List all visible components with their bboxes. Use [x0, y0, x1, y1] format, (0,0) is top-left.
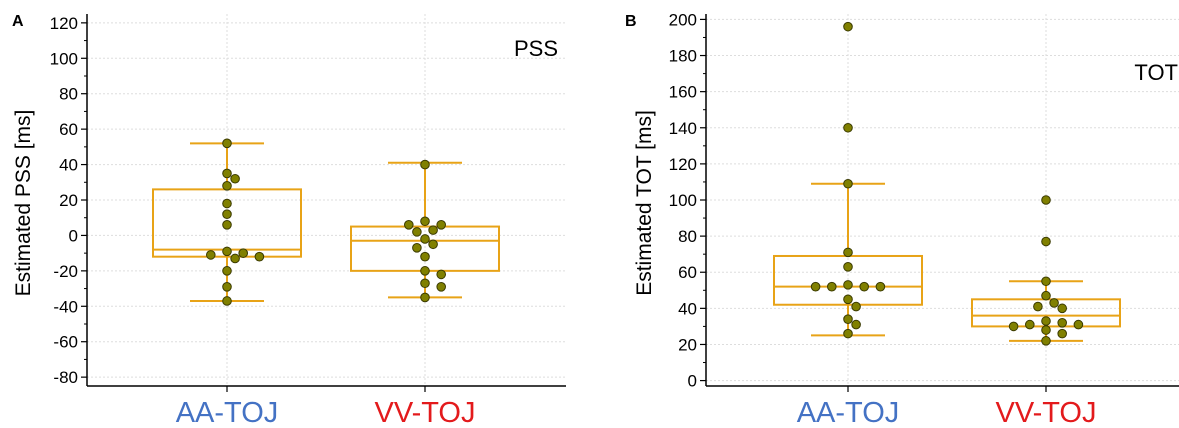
y-tick-label: -20	[53, 262, 78, 281]
y-tick-label: 80	[678, 227, 697, 246]
box-iqr	[350, 225, 500, 272]
data-point	[1025, 319, 1035, 330]
data-point	[222, 209, 232, 219]
data-point	[222, 282, 232, 292]
x-tick-label: VV-TOJ	[996, 397, 1097, 428]
data-point	[404, 220, 414, 230]
y-tick-label: 40	[678, 299, 697, 318]
data-point	[436, 282, 447, 292]
data-point	[222, 138, 232, 149]
data-point	[843, 328, 853, 339]
y-tick-label: 160	[669, 83, 697, 102]
data-point	[420, 292, 430, 303]
data-point	[420, 216, 430, 227]
data-point	[1041, 336, 1051, 346]
y-tick-label: -40	[53, 297, 78, 316]
y-tick-label: -60	[53, 333, 78, 352]
data-point	[1041, 325, 1051, 335]
data-point	[1057, 303, 1067, 314]
panel-label: A	[12, 13, 24, 30]
data-point	[222, 181, 232, 191]
data-point	[222, 246, 232, 257]
data-point	[851, 301, 861, 312]
data-point	[428, 239, 438, 250]
data-point	[810, 281, 821, 292]
y-tick-label: -80	[53, 368, 78, 387]
data-point	[1057, 328, 1067, 339]
data-point	[222, 168, 232, 179]
data-point	[412, 227, 422, 237]
panel-label: B	[625, 13, 637, 30]
data-point	[843, 262, 853, 272]
data-point	[843, 280, 853, 290]
data-point	[222, 266, 232, 276]
data-point	[1041, 290, 1051, 301]
y-tick-label: 100	[50, 49, 78, 68]
data-point	[238, 248, 248, 258]
y-tick-label: 0	[69, 226, 78, 245]
data-point	[1049, 298, 1059, 308]
data-point	[843, 247, 853, 258]
data-point	[420, 266, 430, 276]
data-point	[206, 250, 216, 260]
data-point	[436, 269, 447, 280]
data-point	[843, 21, 853, 32]
data-point	[428, 225, 438, 235]
y-tick-label: 120	[669, 155, 697, 174]
data-point	[827, 281, 837, 292]
data-point	[420, 251, 430, 262]
data-point	[420, 234, 430, 244]
data-point	[1041, 276, 1051, 287]
data-point	[1057, 317, 1067, 328]
data-point	[222, 220, 232, 230]
data-point	[1033, 301, 1043, 312]
data-point	[1073, 319, 1084, 330]
data-point	[412, 243, 422, 253]
data-point	[230, 173, 240, 184]
y-tick-label: 120	[50, 14, 78, 33]
y-tick-label: 80	[59, 85, 78, 104]
y-tick-label: 60	[678, 263, 697, 282]
data-point	[1008, 321, 1019, 332]
y-axis-label: Estimated PSS [ms]	[12, 110, 35, 297]
x-tick-label: AA-TOJ	[176, 397, 279, 428]
y-tick-label: 60	[59, 120, 78, 139]
y-tick-label: 40	[59, 156, 78, 175]
data-point	[254, 251, 265, 262]
data-point	[230, 253, 240, 264]
y-tick-label: 20	[59, 191, 78, 210]
data-point	[843, 122, 853, 133]
data-point	[843, 314, 853, 324]
data-point	[222, 198, 232, 209]
data-point	[843, 294, 853, 305]
y-tick-label: 200	[669, 10, 697, 29]
corner-label: TOT	[1134, 60, 1178, 85]
x-tick-label: VV-TOJ	[375, 397, 476, 428]
data-point	[1041, 195, 1051, 205]
data-point	[1041, 316, 1051, 326]
data-point	[843, 178, 853, 189]
data-point	[420, 159, 430, 170]
data-point	[859, 281, 870, 292]
y-tick-label: 140	[669, 119, 697, 138]
corner-label: PSS	[514, 36, 558, 61]
data-point	[420, 278, 430, 289]
x-tick-label: AA-TOJ	[797, 397, 900, 428]
y-tick-label: 0	[688, 372, 697, 391]
data-point	[222, 296, 232, 306]
data-point	[851, 319, 861, 330]
data-point	[875, 281, 886, 292]
y-tick-label: 20	[678, 335, 697, 354]
y-axis-label: Estimated TOT [ms]	[633, 110, 656, 296]
y-tick-label: 100	[669, 191, 697, 210]
data-point	[1041, 236, 1051, 247]
data-point	[436, 220, 447, 230]
y-tick-label: 180	[669, 47, 697, 66]
